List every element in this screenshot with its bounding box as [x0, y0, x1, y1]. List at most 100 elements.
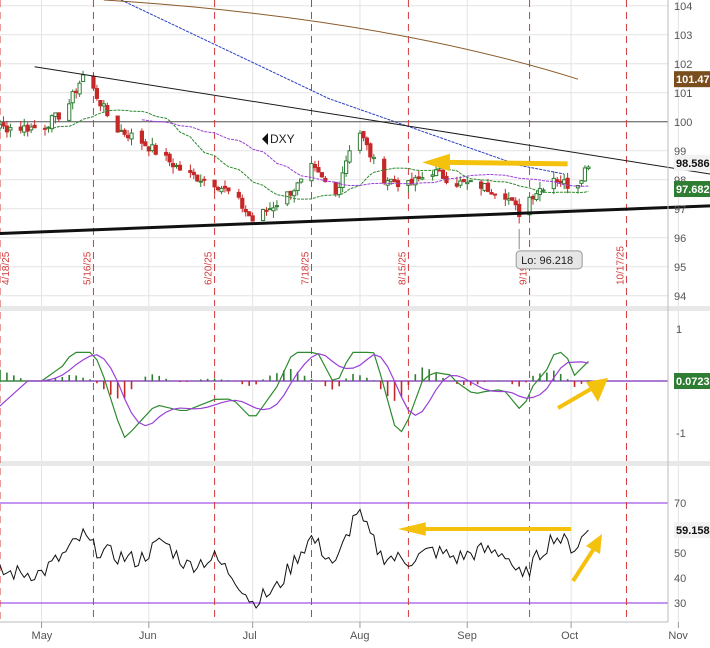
candle-body — [437, 169, 442, 172]
candle-body — [98, 99, 103, 107]
candle-body — [150, 144, 155, 152]
candle-body — [392, 179, 397, 183]
candle-body — [226, 187, 231, 192]
ma-200-line — [103, 0, 579, 80]
date-marker-label: 5/16/25 — [82, 251, 93, 285]
candle-body — [288, 190, 293, 196]
candle-body — [364, 137, 369, 146]
panel-separator — [0, 461, 710, 466]
candle-body — [177, 164, 183, 171]
candle-body — [513, 200, 518, 206]
candle-body — [586, 166, 591, 170]
candle-body — [440, 169, 446, 179]
candle-body — [465, 181, 470, 185]
candle-body — [347, 150, 352, 163]
candle-body — [80, 74, 86, 82]
candle-body — [285, 191, 290, 205]
candle-body — [319, 172, 324, 178]
candle-body — [53, 112, 58, 117]
rsi-value-label-box — [674, 522, 710, 539]
candle-body — [555, 179, 560, 183]
ma-200-value-label-box — [674, 71, 710, 88]
month-label: Sep — [457, 630, 477, 642]
candle-body — [1, 122, 6, 127]
candle-body — [191, 171, 196, 176]
month-label: Jul — [243, 630, 257, 642]
candle-body — [56, 112, 61, 120]
candle-body — [361, 131, 366, 139]
rsi-panel[interactable] — [0, 508, 602, 609]
candle-body — [385, 179, 390, 186]
candle-body — [198, 180, 203, 183]
candle-body — [413, 177, 418, 186]
candle-body — [49, 115, 55, 130]
candle-body — [146, 146, 151, 152]
candle-body — [29, 126, 34, 131]
candle-body — [122, 129, 127, 135]
month-label: Nov — [668, 630, 688, 642]
price-tick-label: 99 — [674, 146, 686, 158]
price-tick-label: 102 — [674, 59, 692, 71]
rsi-value-label: 59.158 — [676, 525, 710, 537]
candle-body — [579, 180, 584, 184]
low-callout-label: Lo: 96.218 — [521, 255, 573, 267]
annotation-arrowhead — [422, 153, 450, 172]
low-callout-box — [515, 250, 583, 270]
candle-body — [274, 205, 279, 208]
candle-body — [212, 179, 217, 188]
date-marker-label: 7/18/25 — [301, 251, 312, 285]
candle-body — [215, 187, 221, 191]
candle-body — [527, 196, 532, 216]
macd-tick-label: -1 — [676, 428, 686, 440]
candle-body — [582, 167, 588, 182]
price-tick-label: 94 — [674, 291, 686, 303]
candle-body — [18, 126, 23, 131]
candle-body — [510, 197, 515, 201]
value-labels: DXY 101.47 98.586 97.682 0.0723 59.158 — [270, 71, 710, 539]
candle-body — [25, 124, 30, 132]
candle-body — [74, 90, 79, 93]
candle-body — [551, 177, 556, 190]
candle-body — [115, 115, 120, 133]
candle-body — [485, 182, 491, 192]
candle-body — [222, 185, 228, 189]
candle-body — [506, 198, 511, 201]
rsi-tick-label: 50 — [674, 548, 686, 560]
rsi-tick-label: 30 — [674, 598, 686, 610]
candle-body — [309, 162, 314, 182]
candle-body — [236, 191, 241, 198]
candle-body — [4, 125, 10, 133]
candle-body — [174, 164, 179, 167]
candle-body — [153, 144, 158, 155]
date-marker-label: 8/15/25 — [397, 251, 408, 285]
candle-body — [170, 162, 176, 168]
candle-body — [534, 193, 539, 201]
month-label: Aug — [350, 630, 370, 642]
candle-body — [167, 153, 172, 163]
candle-body — [517, 203, 522, 217]
macd-value-label-box — [674, 373, 710, 389]
candle-body — [125, 134, 131, 139]
candle-body — [243, 208, 248, 213]
price-panel[interactable]: Lo: 96.218 — [0, 0, 710, 270]
candle-body — [492, 193, 498, 196]
candle-body — [371, 156, 376, 160]
rsi-tick-label: 40 — [674, 573, 686, 585]
price-tick-label: 97 — [674, 204, 686, 216]
candle-body — [541, 189, 546, 192]
macd-panel[interactable] — [0, 351, 608, 439]
candle-body — [562, 179, 567, 185]
candle-body — [434, 169, 439, 177]
candle-body — [0, 124, 3, 129]
candle-body — [70, 91, 75, 104]
grid-lines — [0, 0, 679, 622]
candle-body — [430, 174, 435, 177]
candle-body — [299, 178, 304, 183]
candle-body — [312, 164, 318, 169]
candle-body — [382, 158, 387, 184]
candle-body — [357, 132, 363, 151]
candle-body — [454, 183, 459, 187]
support-trendline — [0, 204, 710, 235]
candle-body — [195, 174, 200, 182]
